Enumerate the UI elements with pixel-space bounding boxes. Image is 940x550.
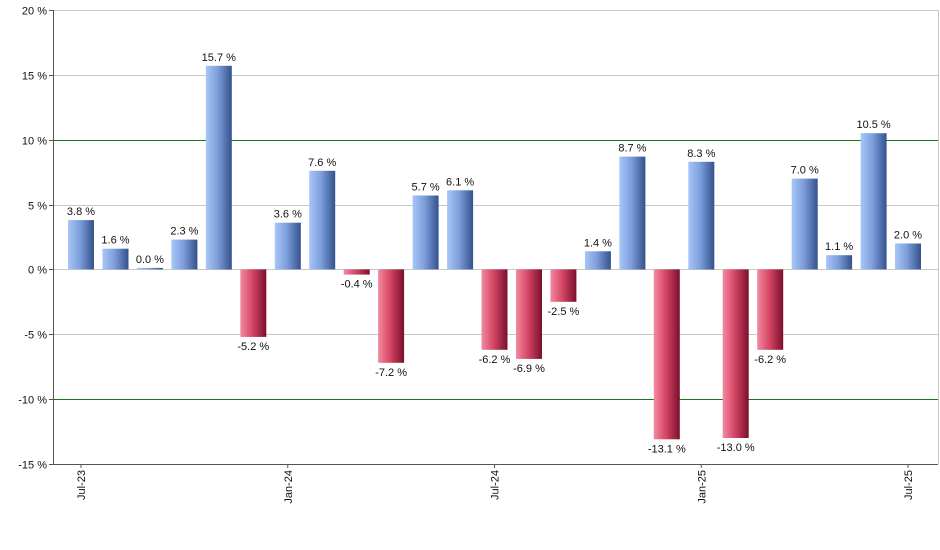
value-label-Jul-24: -6.2 %	[479, 354, 511, 366]
bar-Mar-24	[343, 269, 370, 275]
bar-Dec-24	[653, 269, 680, 440]
value-label-Sep-23: 0.0 %	[136, 254, 164, 266]
value-labels: 3.8 % 1.6 % 0.0 % 2.3 % 15.7 % -5.2 % 3.6 % 7.6…	[67, 52, 922, 456]
value-label-Mar-24: -0.4 %	[341, 279, 373, 291]
bar-Jul-23	[68, 220, 94, 270]
x-tick-label: Jul-24	[490, 470, 502, 500]
value-label-Dec-24: -13.1 %	[648, 443, 686, 455]
x-tick-label: Jan-24	[283, 470, 295, 504]
bar-Mar-25	[757, 269, 784, 350]
value-label-Feb-25: -13.0 %	[717, 442, 755, 454]
axes: 20 % 15 % 10 % 5 % 0 % -5 % -10 % -15 % Jul-23 Ja…	[18, 6, 939, 504]
value-label-Jan-24: 3.6 %	[274, 209, 302, 221]
bar-Aug-24	[516, 269, 542, 359]
bar-Feb-24	[309, 170, 336, 270]
y-tick-label: -15 %	[18, 460, 47, 472]
y-tick-label: 5 %	[28, 201, 47, 213]
bar-Sep-24	[550, 269, 577, 302]
value-label-Jul-23: 3.8 %	[67, 206, 95, 218]
bar-Apr-25	[791, 178, 818, 270]
bar-Nov-23	[205, 65, 232, 270]
y-tick-label: -10 %	[18, 395, 47, 407]
y-tick-label: 10 %	[22, 136, 47, 148]
bar-Nov-24	[619, 156, 646, 270]
bar-Aug-23	[102, 248, 129, 270]
bar-Apr-24	[378, 269, 405, 363]
bar-Dec-23	[240, 269, 267, 337]
y-tick-label: 15 %	[22, 71, 47, 83]
bar-Oct-23	[171, 239, 198, 270]
value-label-Feb-24: 7.6 %	[308, 157, 336, 169]
bar-Jul-24	[481, 269, 508, 350]
x-tick-label: Jul-25	[903, 470, 915, 500]
bar-Jun-25	[860, 133, 887, 270]
x-tick-label: Jan-25	[696, 470, 708, 504]
value-label-May-24: 5.7 %	[412, 182, 440, 194]
value-label-Oct-23: 2.3 %	[170, 226, 198, 238]
value-label-Oct-24: 1.4 %	[584, 237, 612, 249]
value-label-Aug-23: 1.6 %	[101, 235, 129, 247]
value-label-Apr-25: 7.0 %	[791, 165, 819, 177]
value-label-Dec-23: -5.2 %	[237, 341, 269, 353]
value-label-May-25: 1.1 %	[825, 241, 853, 253]
bar-May-24	[412, 195, 439, 270]
value-label-Nov-23: 15.7 %	[202, 52, 236, 64]
bar-Jul-25	[895, 243, 921, 270]
value-label-Jul-25: 2.0 %	[894, 230, 922, 242]
value-label-Jun-24: 6.1 %	[446, 176, 474, 188]
bars	[68, 65, 921, 440]
value-label-Apr-24: -7.2 %	[375, 367, 407, 379]
value-label-Jun-25: 10.5 %	[856, 119, 890, 131]
y-tick-label: -5 %	[24, 330, 47, 342]
x-tick-label: Jul-23	[76, 470, 88, 500]
bar-Jan-25	[688, 161, 715, 270]
value-label-Aug-24: -6.9 %	[513, 363, 545, 375]
bar-Sep-23	[136, 267, 163, 270]
bar-Jan-24	[274, 222, 301, 270]
bar-Feb-25	[722, 269, 749, 438]
value-label-Nov-24: 8.7 %	[618, 143, 646, 155]
y-tick-label: 20 %	[22, 6, 47, 18]
y-tick-label: 0 %	[28, 265, 47, 277]
value-label-Sep-24: -2.5 %	[548, 306, 580, 318]
bar-May-25	[826, 255, 853, 270]
bar-Jun-24	[447, 190, 474, 270]
bar-Oct-24	[584, 251, 611, 270]
value-label-Jan-25: 8.3 %	[687, 148, 715, 160]
value-label-Mar-25: -6.2 %	[754, 354, 786, 366]
